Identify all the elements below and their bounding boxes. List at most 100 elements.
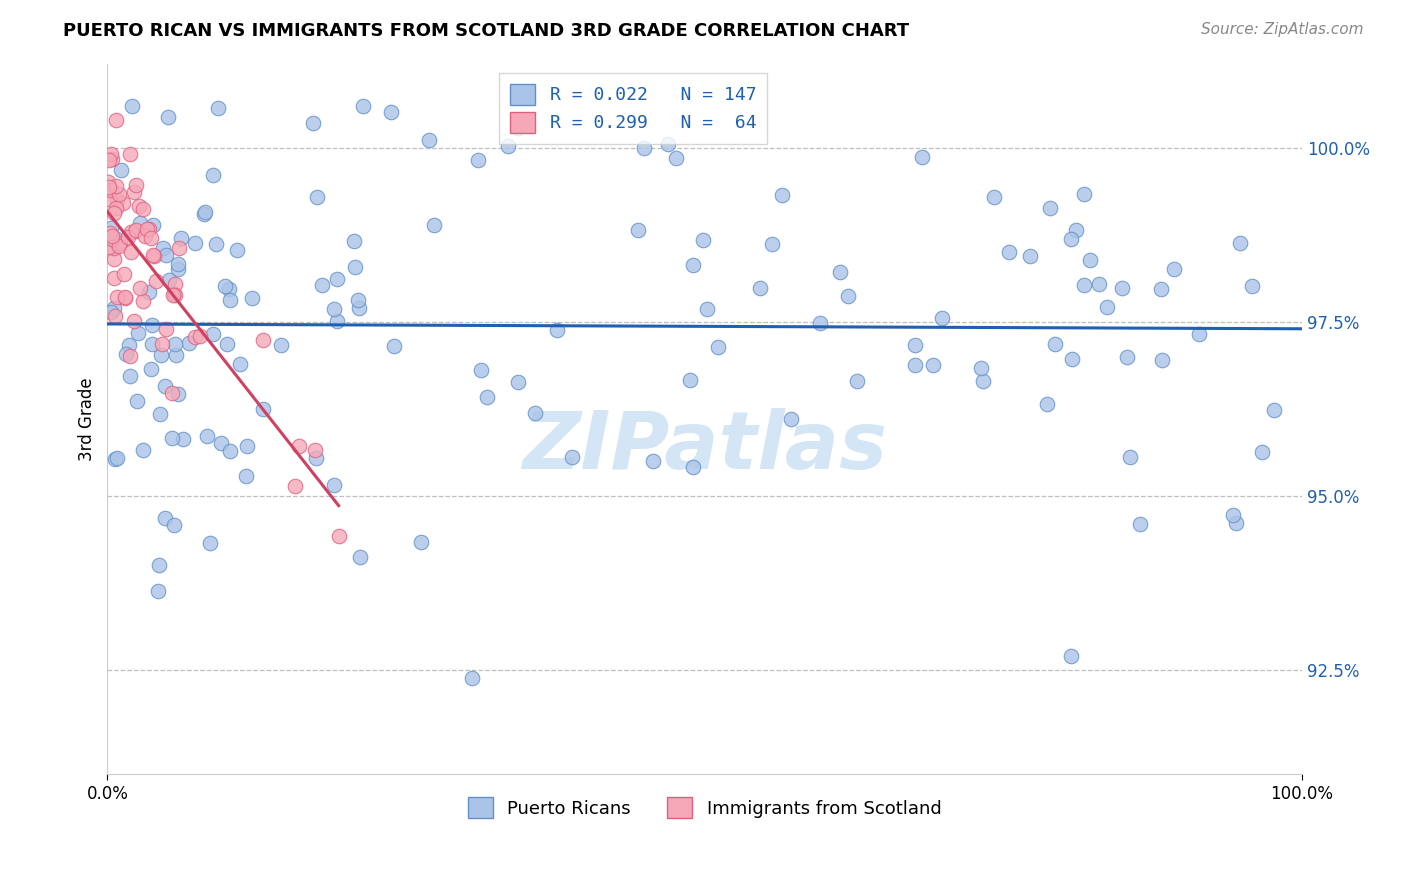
Point bbox=[252, 401, 274, 416]
Point bbox=[105, 194, 128, 208]
Point bbox=[148, 584, 170, 599]
Point bbox=[561, 450, 583, 464]
Point bbox=[112, 195, 135, 210]
Point bbox=[347, 293, 370, 307]
Point bbox=[165, 348, 187, 362]
Point bbox=[105, 450, 128, 465]
Point bbox=[343, 234, 366, 248]
Point bbox=[780, 411, 803, 425]
Point bbox=[108, 187, 131, 202]
Point bbox=[970, 360, 993, 375]
Point bbox=[305, 450, 328, 465]
Point bbox=[108, 235, 131, 250]
Point bbox=[122, 314, 145, 328]
Point bbox=[142, 219, 165, 233]
Point bbox=[1150, 282, 1173, 296]
Point bbox=[167, 257, 190, 271]
Point bbox=[153, 379, 176, 393]
Point bbox=[197, 429, 219, 443]
Point bbox=[150, 336, 173, 351]
Point bbox=[100, 305, 122, 319]
Point bbox=[328, 529, 350, 543]
Point bbox=[761, 237, 783, 252]
Point bbox=[163, 287, 186, 301]
Point bbox=[128, 199, 150, 213]
Point bbox=[141, 318, 163, 333]
Point bbox=[633, 141, 655, 155]
Point bbox=[1251, 445, 1274, 459]
Point bbox=[219, 443, 242, 458]
Point bbox=[103, 252, 125, 266]
Point bbox=[149, 407, 172, 421]
Point bbox=[998, 245, 1021, 260]
Point bbox=[160, 431, 183, 445]
Point bbox=[217, 337, 239, 351]
Point bbox=[157, 272, 180, 286]
Point bbox=[170, 231, 193, 245]
Point bbox=[165, 337, 187, 351]
Point bbox=[202, 168, 225, 182]
Point bbox=[162, 518, 184, 533]
Point bbox=[1129, 516, 1152, 531]
Point bbox=[139, 361, 162, 376]
Point bbox=[252, 333, 274, 347]
Point bbox=[1078, 252, 1101, 267]
Point bbox=[904, 338, 927, 352]
Point bbox=[270, 338, 292, 352]
Point bbox=[627, 223, 650, 237]
Point bbox=[98, 240, 121, 254]
Y-axis label: 3rd Grade: 3rd Grade bbox=[79, 377, 96, 461]
Point bbox=[122, 185, 145, 199]
Point bbox=[808, 316, 831, 330]
Point bbox=[1115, 350, 1137, 364]
Point bbox=[163, 288, 186, 302]
Point bbox=[229, 357, 252, 371]
Point bbox=[167, 241, 190, 255]
Point bbox=[904, 358, 927, 372]
Point bbox=[323, 478, 346, 492]
Point bbox=[546, 323, 568, 337]
Point bbox=[120, 147, 142, 161]
Point bbox=[707, 340, 730, 354]
Point bbox=[132, 293, 155, 308]
Point bbox=[1222, 508, 1244, 522]
Point bbox=[1073, 187, 1095, 202]
Point bbox=[128, 217, 150, 231]
Point bbox=[770, 187, 793, 202]
Point bbox=[972, 374, 994, 388]
Point bbox=[496, 139, 519, 153]
Point bbox=[156, 110, 179, 124]
Point bbox=[100, 229, 122, 244]
Point bbox=[682, 258, 704, 272]
Point bbox=[132, 442, 155, 457]
Point bbox=[1240, 278, 1263, 293]
Point bbox=[162, 288, 184, 302]
Point bbox=[100, 221, 122, 235]
Point bbox=[214, 279, 236, 293]
Point bbox=[423, 218, 446, 232]
Point bbox=[141, 336, 163, 351]
Point bbox=[142, 249, 165, 263]
Point bbox=[98, 192, 121, 206]
Point bbox=[132, 202, 155, 216]
Point bbox=[1019, 249, 1042, 263]
Point bbox=[692, 233, 714, 247]
Point bbox=[411, 534, 433, 549]
Point bbox=[184, 329, 207, 343]
Point bbox=[380, 105, 402, 120]
Point bbox=[193, 207, 215, 221]
Point bbox=[1060, 648, 1083, 663]
Point bbox=[236, 439, 259, 453]
Point bbox=[1043, 337, 1066, 351]
Point bbox=[145, 274, 167, 288]
Point bbox=[506, 375, 529, 389]
Point bbox=[124, 224, 146, 238]
Text: ZIPatlas: ZIPatlas bbox=[522, 409, 887, 486]
Point bbox=[97, 180, 120, 194]
Point bbox=[911, 150, 934, 164]
Point bbox=[1263, 403, 1285, 417]
Point bbox=[506, 121, 529, 136]
Point bbox=[117, 229, 139, 244]
Point bbox=[467, 153, 489, 168]
Point bbox=[105, 290, 128, 304]
